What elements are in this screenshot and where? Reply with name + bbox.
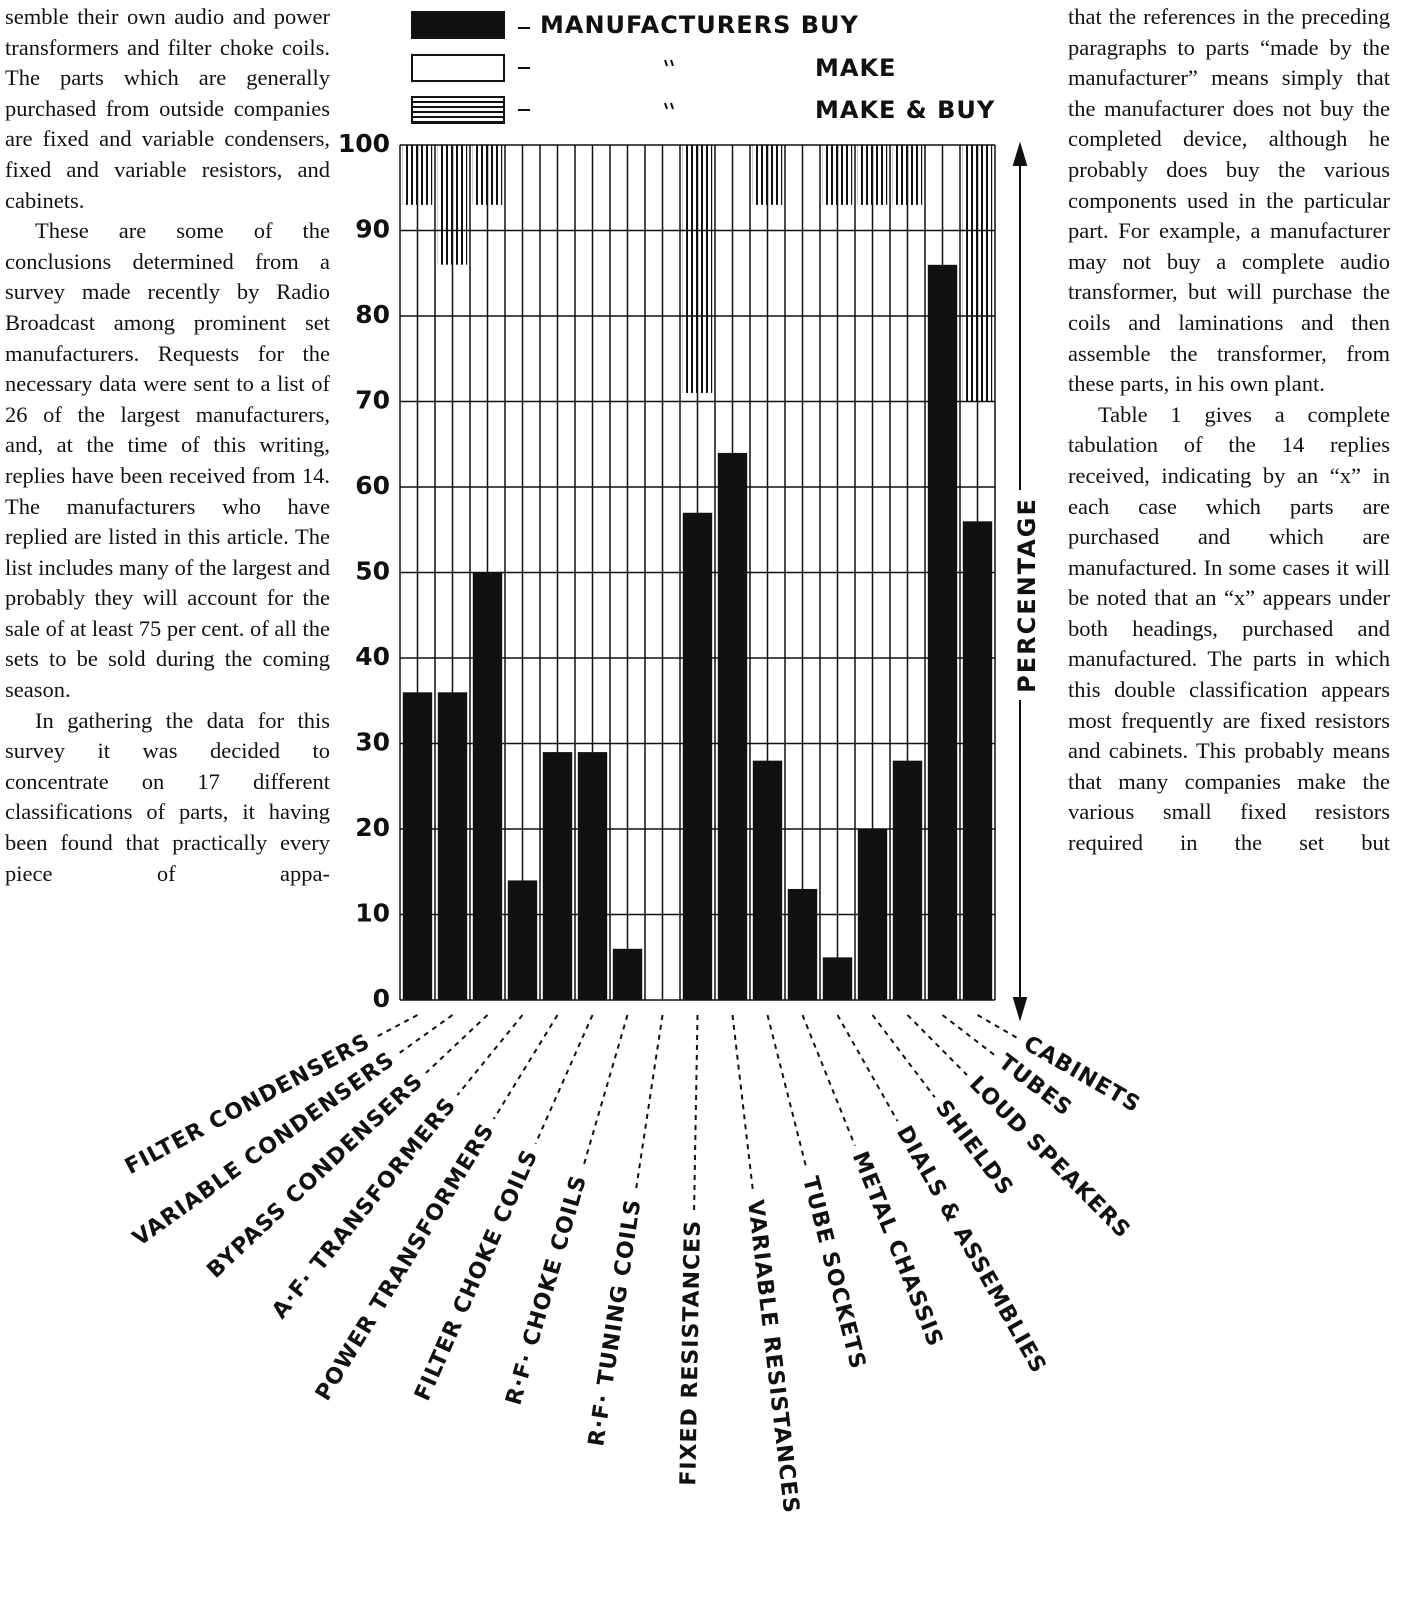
y-tick-label: 20 <box>355 813 390 842</box>
leader-line <box>873 1015 935 1097</box>
leader-line <box>768 1015 807 1170</box>
y-tick-label: 70 <box>355 386 390 415</box>
legend-label: MAKE & BUY <box>815 96 995 124</box>
leader-line <box>636 1015 663 1191</box>
category-label: VARIABLE RESISTANCES <box>742 1199 803 1516</box>
y-tick-label: 40 <box>355 642 390 671</box>
y-tick-label: 30 <box>355 728 390 757</box>
y-tick-label: 0 <box>373 984 390 1013</box>
leader-line <box>583 1015 628 1168</box>
chart: PERCENTAGE MANUFACTURERS BUY MAKE MAKE & B… <box>0 0 1416 1599</box>
y-tick-label: 50 <box>355 557 390 586</box>
category-label: FIXED RESISTANCES <box>676 1220 706 1486</box>
page: semble their own audio and power transfo… <box>0 0 1416 1599</box>
y-tick-label: 10 <box>355 899 390 928</box>
leader-line <box>426 1015 488 1073</box>
legend-swatch <box>412 12 504 38</box>
leader-line <box>494 1015 558 1119</box>
y-tick-label: 80 <box>355 300 390 329</box>
leader-line <box>803 1015 855 1146</box>
legend-label: MAKE <box>815 54 896 82</box>
y-axis-label: PERCENTAGE <box>1013 497 1041 693</box>
y-tick-label: 90 <box>355 215 390 244</box>
leader-line <box>733 1015 754 1192</box>
leader-line <box>978 1015 1019 1039</box>
legend-swatch <box>412 55 504 81</box>
leader-line <box>536 1015 593 1144</box>
leader-line <box>908 1015 967 1075</box>
leader-line <box>838 1015 898 1121</box>
leader-line <box>376 1015 417 1037</box>
legend-marks <box>518 28 673 110</box>
category-label: TUBE SOCKETS <box>797 1174 870 1372</box>
y-tick-label: 60 <box>355 471 390 500</box>
leader-line <box>457 1015 522 1095</box>
legend-swatch <box>412 97 504 123</box>
leader-line <box>694 1015 697 1212</box>
legend-label: MANUFACTURERS BUY <box>540 11 859 39</box>
y-tick-label: 100 <box>338 129 390 158</box>
category-label: R·F· TUNING COILS <box>584 1197 646 1448</box>
